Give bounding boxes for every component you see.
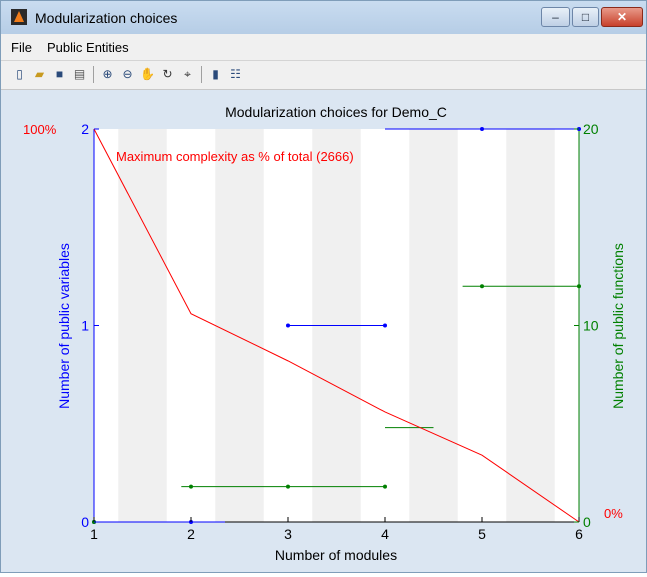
public-variables-marker [383,323,387,328]
open-icon[interactable]: ▰ [34,67,45,81]
matlab-logo-icon [11,9,27,25]
x-tick-label: 3 [284,526,292,542]
maximize-button[interactable]: □ [572,7,599,27]
x-axis-label: Number of modules [275,547,397,563]
public-variables-marker [286,323,290,328]
toolbar: ▯ ▰ ■ ▤ ⊕ ⊖ ✋ ↻ ⌖ ▮ ☷ [1,61,646,90]
new-icon[interactable]: ▯ [16,67,23,81]
x-tick-label: 4 [381,526,389,542]
minimize-icon: – [552,10,559,24]
percent-top-label: 100% [23,122,57,137]
toolbar-separator [93,66,94,83]
toolbar-separator [201,66,202,83]
public-functions-marker [577,284,581,289]
menu-public-entities[interactable]: Public Entities [47,40,129,55]
colorbar-icon[interactable]: ▮ [212,67,219,81]
maximize-icon: □ [581,10,590,24]
y-right-tick-label: 20 [583,121,599,137]
pan-icon[interactable]: ✋ [140,67,155,81]
stripe-band [409,129,458,522]
public-variables-marker [480,127,484,131]
title-bar: Modularization choices – □ ✕ [1,1,646,34]
stripe-band [215,129,264,522]
public-functions-marker [189,484,193,489]
rotate-icon[interactable]: ↻ [162,67,173,81]
zoom-in-icon[interactable]: ⊕ [102,67,113,81]
data-cursor-icon[interactable]: ⌖ [184,67,191,81]
y-left-tick-label: 1 [81,318,89,334]
legend-icon[interactable]: ☷ [230,67,241,81]
save-icon[interactable]: ■ [55,67,64,81]
y-left-tick-label: 2 [81,121,89,137]
close-icon: ✕ [616,10,628,24]
stripe-band [506,129,555,522]
complexity-annotation: Maximum complexity as % of total (2666) [116,149,354,164]
print-icon[interactable]: ▤ [73,67,86,81]
public-functions-marker [286,484,290,489]
close-button[interactable]: ✕ [601,7,643,27]
menu-file[interactable]: File [11,40,32,55]
public-functions-marker [383,484,387,489]
y-right-tick-label: 10 [583,318,599,334]
y-left-tick-label: 0 [81,514,89,530]
chart-title: Modularization choices for Demo_C [225,104,447,120]
percent-bottom-label: 0% [604,506,623,521]
public-functions-marker [480,284,484,289]
x-tick-label: 1 [90,526,98,542]
complexity-line [93,128,580,523]
window-title: Modularization choices [35,10,178,26]
x-tick-label: 6 [575,526,583,542]
stripe-band [118,129,167,522]
y-axis-right-label: Number of public functions [610,243,626,409]
y-right-tick-label: 0 [583,514,591,530]
figure-area: 1 2 3 4 5 6 0 1 2 0 10 20 Modularization choices fo… [1,90,646,572]
x-tick-label: 2 [187,526,195,542]
menu-bar: File Public Entities [1,34,646,61]
zoom-out-icon[interactable]: ⊖ [122,67,133,81]
y-axis-left-label: Number of public variables [56,243,72,409]
minimize-button[interactable]: – [541,7,570,27]
x-tick-label: 5 [478,526,486,542]
